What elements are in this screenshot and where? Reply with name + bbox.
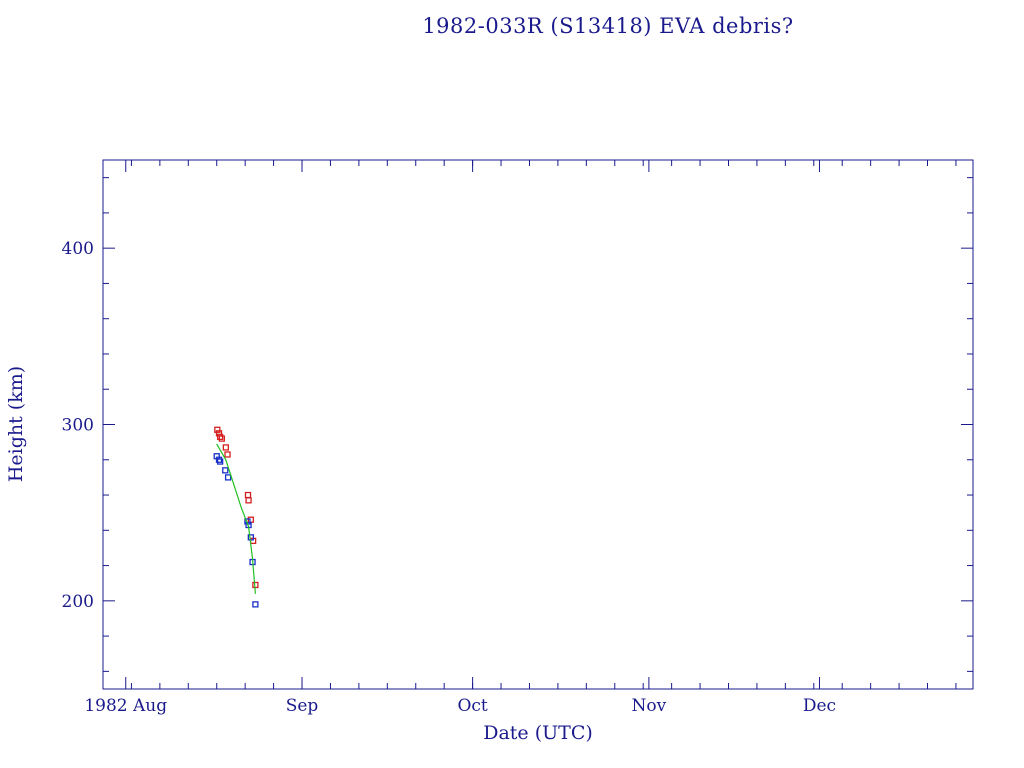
- plot-frame: [102, 159, 974, 690]
- y-axis-label: Height (km): [5, 366, 27, 482]
- x-tick-label: Sep: [286, 696, 319, 716]
- axis-ticks: [102, 160, 973, 689]
- apogee-point: [214, 426, 221, 433]
- chart-title: 1982-033R (S13418) EVA debris?: [422, 14, 794, 38]
- apogee-point: [222, 444, 229, 451]
- perigee-point: [215, 456, 223, 463]
- x-axis-label: Date (UTC): [483, 722, 593, 744]
- series-layer: [213, 426, 259, 608]
- y-tick-label: 400: [62, 239, 94, 259]
- y-tick-label: 300: [62, 416, 94, 436]
- apogee-point: [224, 451, 231, 458]
- fit-curve: [216, 443, 256, 594]
- x-tick-label: Dec: [803, 696, 836, 716]
- perigee-point: [222, 467, 229, 474]
- perigee-point: [252, 601, 259, 608]
- apogee-point: [247, 516, 254, 523]
- x-tick-label: 1982 Aug: [84, 696, 167, 716]
- apogee-point: [218, 435, 225, 442]
- x-tick-labels: 1982 Aug Sep Oct Nov Dec: [84, 696, 836, 716]
- perigee-point: [216, 458, 224, 465]
- apogee-point: [244, 491, 252, 499]
- apogee-point: [245, 497, 252, 504]
- perigee-point: [247, 534, 254, 541]
- x-tick-label: Oct: [457, 696, 487, 716]
- perigee-point: [224, 474, 232, 481]
- y-tick-label: 200: [62, 592, 94, 612]
- apogee-point: [216, 433, 224, 440]
- x-tick-label: Nov: [632, 696, 667, 716]
- y-tick-labels: 200 300 400: [62, 239, 94, 612]
